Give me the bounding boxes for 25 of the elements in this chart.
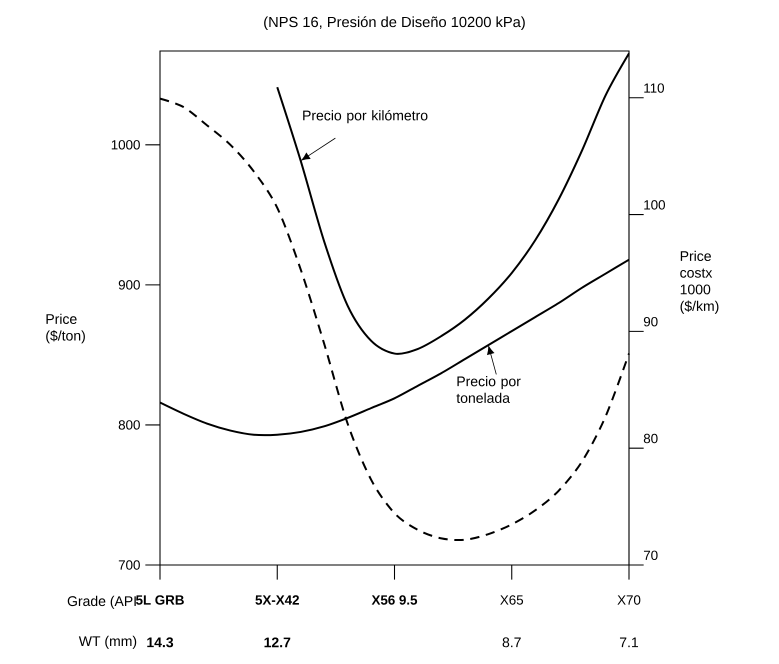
text: 14.3 [147,637,174,648]
x-tick-label: 5L GRB [136,595,184,605]
y2-tick-label: 80 [644,434,658,444]
x-tick-label: X56 9.5 [372,595,418,605]
text: 12.7 [264,637,290,648]
y2-tick-label: 100 [644,200,665,210]
chart-title: (NPS 16, Presión de Diseño 10200 kPa) [264,16,525,30]
x-tick-label: X65 [500,595,524,605]
x-tick-label: X70 [617,595,640,605]
y2-tick-label: 90 [644,316,658,326]
y2-tick-label: 70 [644,550,658,560]
y-axis-title: Price ($/ton) [46,314,85,344]
legend-label: Precio por tonelada [456,376,521,403]
text: 7.1 [620,638,638,648]
text: 8.7 [502,637,521,648]
x-axis-title: Grade (API [68,596,136,609]
series-label: Precio por kilómetro [303,110,428,124]
text: WT (mm) [78,636,136,649]
y-tick-label: 800 [118,420,140,430]
y-tick-label: 700 [118,560,140,570]
y-tick-label: 1000 [112,140,140,150]
x-tick-label: 5X-X42 [255,595,299,605]
y-tick-label: 900 [118,280,140,290]
y2-tick-label: 110 [644,83,664,93]
y2-axis-title: Price costx 1000 ($/km) [680,250,718,314]
